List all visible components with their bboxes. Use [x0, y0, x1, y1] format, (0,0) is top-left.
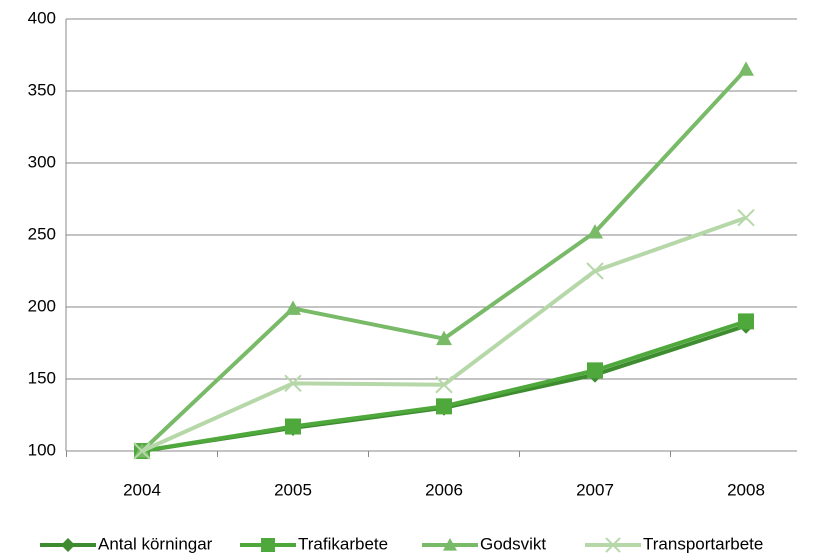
y-tick-label: 400: [28, 8, 56, 27]
marker: [285, 300, 301, 315]
y-tick-label: 100: [28, 440, 56, 459]
y-tick-label: 300: [28, 152, 56, 171]
marker: [261, 538, 275, 552]
x-tick-label: 2004: [123, 480, 161, 499]
y-tick-label: 350: [28, 80, 56, 99]
marker: [605, 537, 621, 553]
x-tick-label: 2007: [576, 480, 614, 499]
marker: [133, 442, 151, 460]
x-tick-label: 2005: [274, 480, 312, 499]
marker: [443, 538, 457, 551]
marker: [435, 376, 453, 394]
marker: [737, 209, 755, 227]
series-line: [140, 68, 748, 453]
y-tick-label: 150: [28, 368, 56, 387]
legend-label: Antal körningar: [98, 534, 213, 553]
x-tick-label: 2008: [727, 480, 765, 499]
marker: [436, 398, 452, 415]
marker: [284, 374, 302, 393]
marker: [586, 262, 604, 280]
marker: [61, 538, 75, 552]
marker: [436, 330, 452, 346]
legend-label: Trafikarbete: [298, 534, 388, 553]
x-tick-label: 2006: [425, 480, 463, 499]
legend-label: Transportarbete: [643, 534, 763, 553]
marker: [738, 61, 754, 76]
marker: [587, 362, 603, 379]
marker: [285, 418, 301, 435]
y-tick-label: 200: [28, 296, 56, 315]
marker: [587, 224, 603, 239]
legend-label: Godsvikt: [480, 534, 546, 553]
marker: [738, 313, 754, 330]
y-tick-label: 250: [28, 224, 56, 243]
